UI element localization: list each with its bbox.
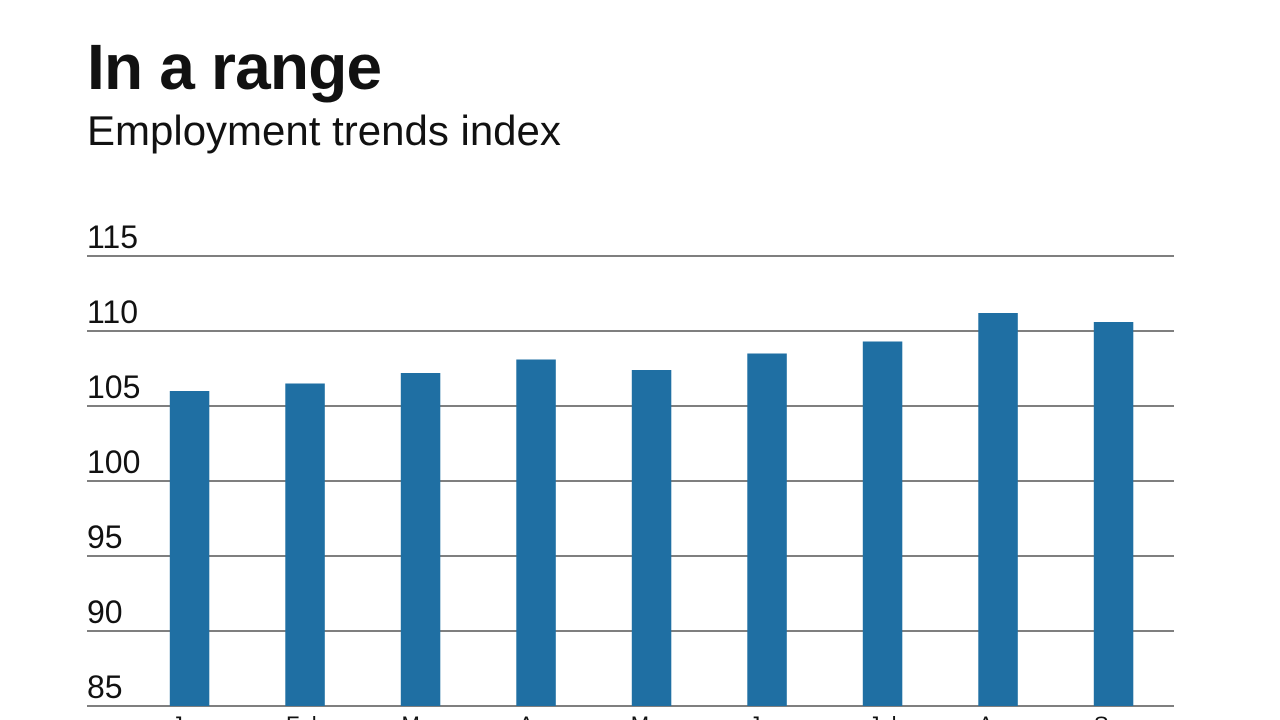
svg-text:Aug: Aug [978,712,1017,720]
svg-text:95: 95 [87,519,123,555]
svg-text:85: 85 [87,669,123,705]
svg-text:Jan: Jan [172,712,207,720]
svg-text:105: 105 [87,369,140,405]
svg-text:Apr: Apr [519,712,553,720]
svg-text:110: 110 [87,294,138,330]
svg-text:100: 100 [87,444,140,480]
svg-text:Feb: Feb [286,712,324,720]
svg-text:115: 115 [87,219,138,255]
svg-text:Sep: Sep [1094,712,1133,720]
svg-text:Jun: Jun [749,712,784,720]
svg-text:Mar: Mar [402,712,440,720]
svg-text:May: May [631,712,673,720]
svg-text:Jul: Jul [868,712,896,720]
svg-text:90: 90 [87,594,123,630]
